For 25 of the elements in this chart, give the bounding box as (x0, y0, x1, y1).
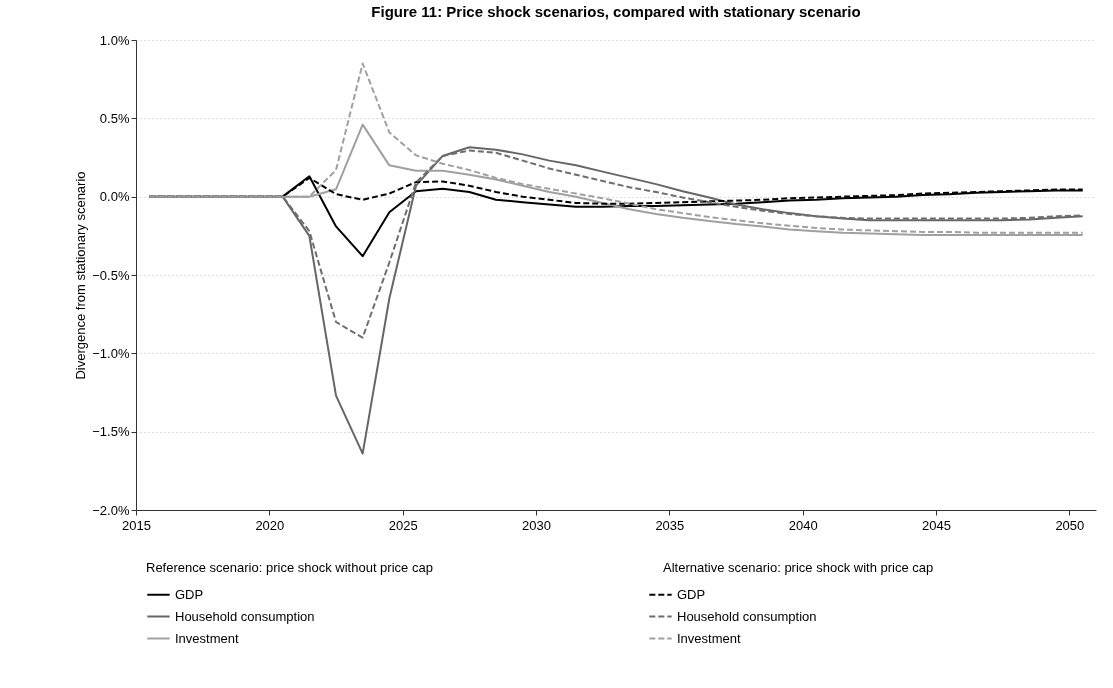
legend-label: GDP (175, 586, 204, 602)
x-tick-label: 2030 (522, 517, 551, 533)
y-tick-label: 0.5% (99, 110, 130, 126)
legend-label: Household consumption (677, 608, 817, 624)
y-tick-label: −1.0% (92, 345, 130, 361)
text: Alternative scenario: price shock with price cap (663, 560, 934, 575)
y-tick-label: −1.5% (92, 424, 130, 440)
legend-label: Investment (175, 630, 239, 646)
x-tick-label: 2025 (388, 517, 418, 533)
y-axis-title: Divergence from stationary scenario (73, 171, 89, 380)
chart-title: Figure 11: Price shock scenarios, compared with stationary scenario (371, 3, 861, 20)
y-tick-label: 1.0% (99, 32, 130, 48)
x-tick-label: 2035 (655, 517, 685, 533)
text: Reference scenario: price shock without price cap (146, 560, 433, 575)
y-tick-label: −0.5% (92, 267, 130, 283)
x-tick-label: 2015 (122, 517, 151, 533)
x-tick-label: 2020 (255, 517, 285, 533)
x-tick-label: 2040 (788, 517, 818, 533)
y-tick-label: 0.0% (99, 189, 130, 205)
legend-label: GDP (677, 586, 706, 602)
y-tick-label: −2.0% (92, 502, 130, 518)
legend-label: Investment (677, 630, 741, 646)
x-tick-label: 2045 (922, 517, 951, 533)
x-tick-label: 2050 (1055, 517, 1085, 533)
legend-label: Household consumption (175, 608, 315, 624)
